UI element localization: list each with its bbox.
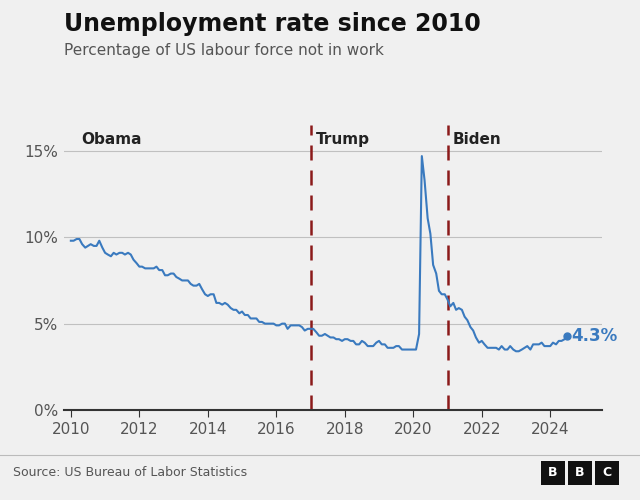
Text: Biden: Biden	[452, 132, 501, 148]
Text: 4.3%: 4.3%	[572, 326, 618, 344]
Text: B: B	[575, 466, 584, 479]
Text: Unemployment rate since 2010: Unemployment rate since 2010	[64, 12, 481, 36]
Text: B: B	[548, 466, 557, 479]
Text: Trump: Trump	[316, 132, 370, 148]
Text: Obama: Obama	[81, 132, 141, 148]
Text: C: C	[602, 466, 611, 479]
Text: Percentage of US labour force not in work: Percentage of US labour force not in wor…	[64, 42, 384, 58]
Text: Source: US Bureau of Labor Statistics: Source: US Bureau of Labor Statistics	[13, 466, 247, 479]
